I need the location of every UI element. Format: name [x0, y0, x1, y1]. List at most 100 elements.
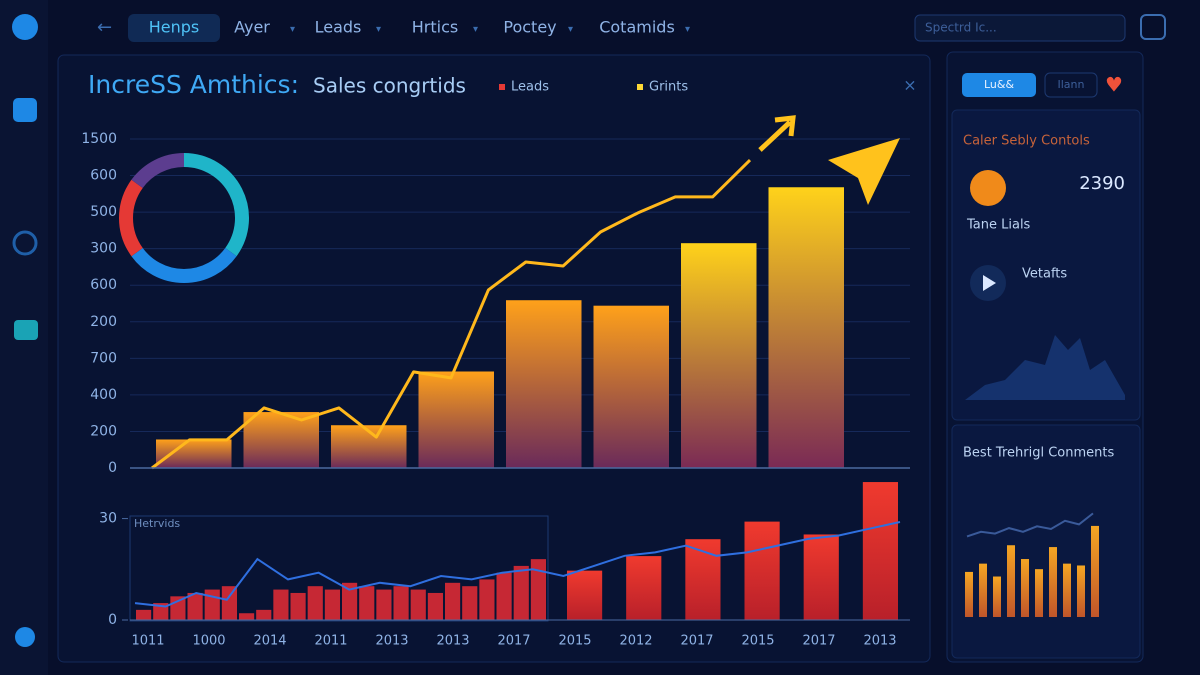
stat: 2390: [1079, 173, 1125, 194]
x-label: 2015: [558, 634, 591, 649]
bar: [1091, 525, 1099, 617]
search-box[interactable]: [914, 14, 1126, 42]
bar: [418, 371, 494, 468]
nav-item[interactable]: Leads: [315, 18, 362, 37]
donut-segment: [183, 153, 249, 257]
bar: [342, 582, 358, 620]
legend-swatch: [637, 84, 643, 90]
nav-caret[interactable]: ▾: [568, 24, 573, 35]
legend-swatch: [499, 84, 505, 90]
y-label: 300: [90, 241, 117, 257]
x-label: 2017: [802, 634, 835, 649]
stat-label: Tane Lials: [966, 218, 1031, 233]
bar: [239, 613, 255, 620]
bar: [324, 589, 340, 620]
close-button[interactable]: [1140, 14, 1166, 40]
case-icon[interactable]: [14, 320, 38, 340]
bar: [156, 439, 232, 468]
bar: [1035, 569, 1043, 617]
pie-icon: [970, 170, 1006, 206]
bar: [221, 586, 237, 620]
bar: [307, 586, 323, 620]
legend-label: Grints: [649, 80, 688, 95]
x-label: 2013: [375, 634, 408, 649]
y-tick-label: 30: [99, 511, 117, 527]
nav-caret[interactable]: ▾: [376, 24, 381, 35]
title: IncreSS Amthics:: [88, 70, 299, 99]
button[interactable]: [1044, 72, 1098, 98]
heart-icon[interactable]: ♥: [1105, 73, 1123, 97]
nav-caret[interactable]: ▾: [685, 24, 690, 35]
nav-item[interactable]: Henps: [149, 18, 200, 37]
nav-item[interactable]: Poctey: [503, 18, 556, 37]
area-decoration: [965, 335, 1125, 400]
bar: [965, 571, 973, 617]
bar: [427, 592, 443, 620]
bar: [376, 589, 392, 620]
bar: [685, 539, 721, 620]
y-label: 500: [90, 204, 117, 220]
target-icon[interactable]: [12, 230, 38, 256]
play-icon: [983, 275, 996, 291]
button-label: Ilann: [1058, 78, 1085, 91]
user-icon[interactable]: [15, 627, 35, 647]
arrow-decoration: [758, 115, 796, 152]
bar: [567, 570, 603, 620]
bar: [410, 589, 426, 620]
bar: [1063, 563, 1071, 617]
y-label: 600: [90, 277, 117, 293]
y-label: 200: [90, 423, 117, 439]
y-label: 0: [108, 460, 117, 476]
bar: [530, 559, 546, 620]
donut-segment: [119, 179, 143, 257]
subtitle: Sales congrtids: [313, 74, 466, 98]
arrow-decoration: [828, 138, 900, 205]
donut-segment: [131, 247, 237, 283]
bar: [170, 596, 186, 620]
bar: [593, 305, 669, 468]
x-label: 2014: [253, 634, 286, 649]
nav-item[interactable]: Hrtics: [412, 18, 458, 37]
bar: [496, 572, 512, 620]
y-label: 400: [90, 387, 117, 403]
bar: [462, 586, 478, 620]
y-label: 200: [90, 314, 117, 330]
card-title: Caler Sebly Contols: [963, 134, 1090, 149]
inner-label: Hetrvids: [134, 517, 180, 530]
nav-caret[interactable]: ▾: [473, 24, 478, 35]
bar: [626, 556, 662, 620]
button[interactable]: [962, 73, 1036, 97]
bar: [359, 586, 375, 620]
y-tick-label: 0: [108, 612, 117, 628]
y-label: 700: [90, 350, 117, 366]
bar: [768, 187, 844, 468]
x-label: 1000: [192, 634, 225, 649]
bar: [744, 521, 780, 620]
nav-item[interactable]: Cotamids: [599, 18, 675, 37]
bar: [243, 412, 319, 468]
bar: [290, 592, 306, 620]
bar: [393, 586, 409, 620]
app-icon[interactable]: [13, 98, 37, 122]
bar: [136, 609, 152, 620]
inner-frame: [129, 515, 549, 622]
bar: [445, 582, 461, 620]
nav-item[interactable]: Ayer: [234, 18, 270, 37]
x-label: 2012: [619, 634, 652, 649]
x-label: 2017: [497, 634, 530, 649]
bar: [256, 609, 272, 620]
nav-active: [128, 14, 220, 42]
bar: [513, 565, 529, 620]
bar: [1021, 559, 1029, 617]
trend-line: [966, 512, 1094, 538]
back-icon[interactable]: ←: [97, 17, 112, 38]
home-icon[interactable]: [12, 14, 38, 40]
bar: [479, 579, 495, 620]
bar: [506, 300, 582, 468]
bar: [803, 534, 839, 620]
nav-caret[interactable]: ▾: [290, 24, 295, 35]
close-icon[interactable]: ×: [903, 76, 916, 95]
bar: [1077, 565, 1085, 617]
x-label: 2011: [314, 634, 347, 649]
